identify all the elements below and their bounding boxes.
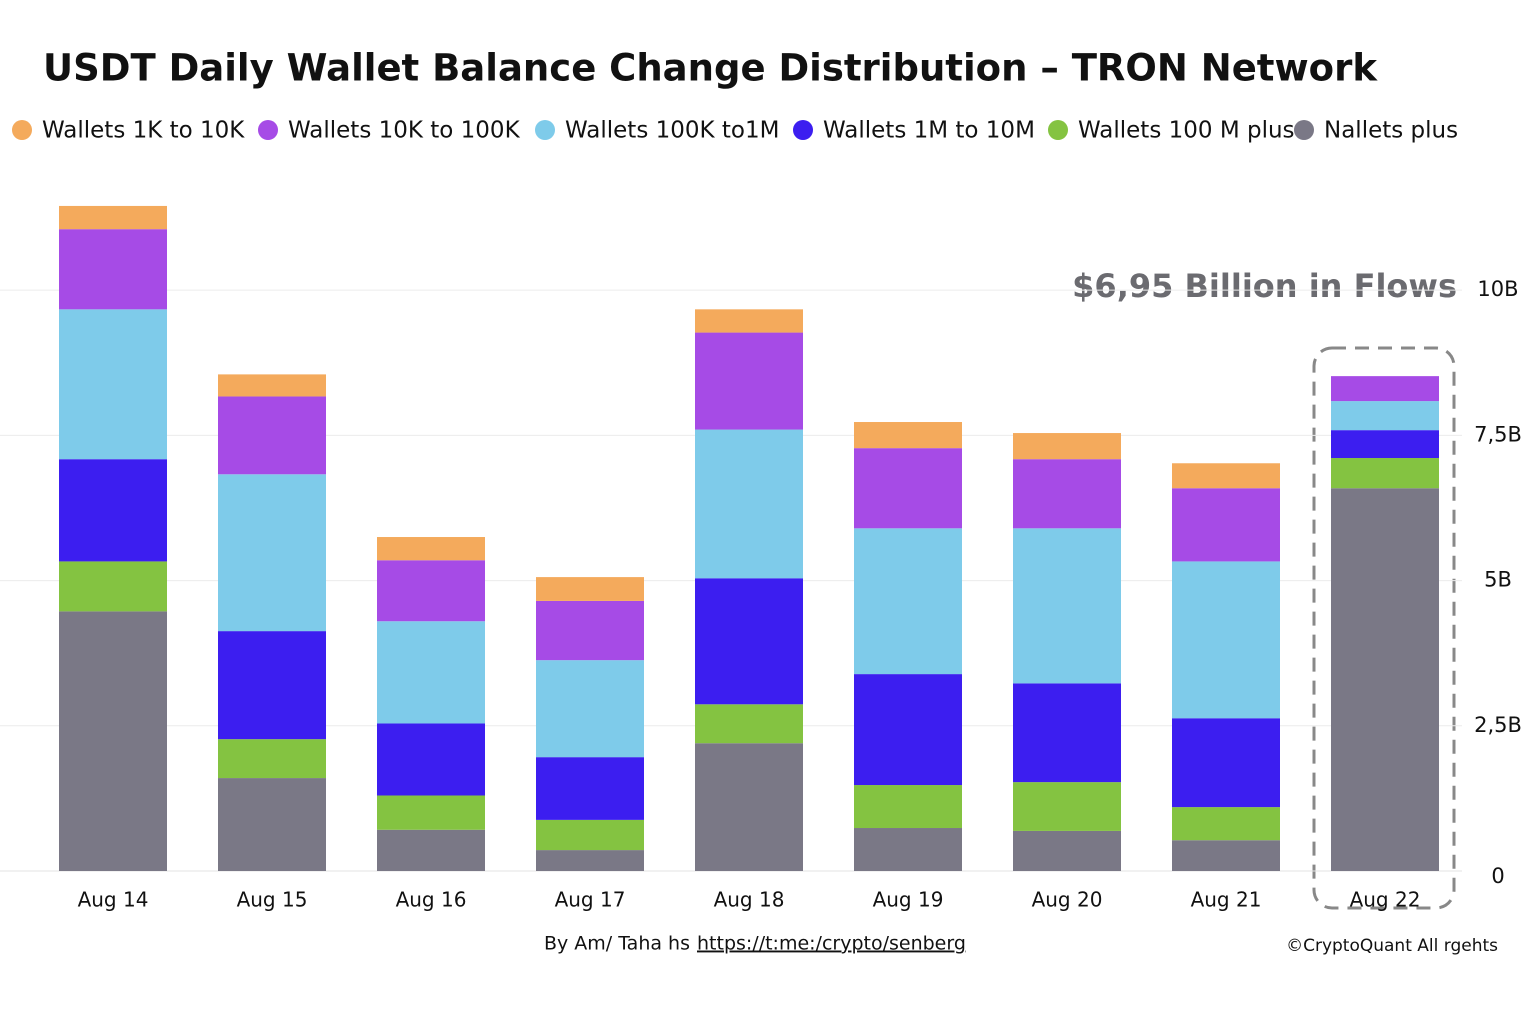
legend-label: Wallets 100 M plus — [1078, 118, 1295, 144]
bar-segment — [1331, 458, 1439, 489]
bar-segment — [854, 674, 962, 786]
bar-segment — [536, 600, 644, 661]
bar-segment — [218, 396, 326, 475]
bar-segment — [1172, 807, 1280, 841]
bar-segment — [695, 309, 803, 333]
legend-label: Nallets plus — [1324, 118, 1458, 144]
legend-marker — [12, 120, 32, 140]
bar-segment — [536, 819, 644, 851]
legend-marker — [1294, 120, 1314, 140]
y-tick-label: 0 — [1491, 864, 1504, 888]
x-tick-label: Aug 18 — [714, 888, 785, 912]
bar-segment — [854, 785, 962, 829]
bar-segment — [536, 850, 644, 871]
legend-label: Wallets 10K to 100K — [288, 118, 521, 144]
bar-segment — [854, 528, 962, 675]
bar-segment — [1013, 459, 1121, 529]
bar-segment — [695, 743, 803, 871]
bar-segment — [59, 459, 167, 562]
bar-segment — [1172, 488, 1280, 562]
legend-label: Wallets 1M to 10M — [823, 118, 1035, 144]
bar-segment — [854, 448, 962, 529]
bar-segment — [1013, 433, 1121, 460]
y-tick-label: 10B — [1477, 277, 1518, 301]
x-tick-label: Aug 15 — [237, 888, 308, 912]
bar-segment — [218, 474, 326, 632]
x-tick-label: Aug 20 — [1032, 888, 1103, 912]
bar-segment — [218, 631, 326, 740]
y-tick-label: 5B — [1484, 568, 1512, 592]
link[interactable]: https://t:me:/crypto/senberg — [697, 933, 966, 955]
x-tick-label: Aug 22 — [1350, 888, 1421, 912]
bar-segment — [218, 778, 326, 871]
bar-segment — [59, 205, 167, 230]
bar-segment — [854, 828, 962, 871]
bar-segment — [1013, 683, 1121, 783]
bar-segment — [377, 560, 485, 622]
bar-segment — [854, 422, 962, 449]
bar-segment — [59, 229, 167, 310]
bar-segment — [1013, 528, 1121, 684]
chart-title: USDT Daily Wallet Balance Change Distrib… — [43, 47, 1378, 90]
bar-segment — [377, 829, 485, 871]
legend-marker — [1048, 120, 1068, 140]
x-tick-label: Aug 19 — [873, 888, 944, 912]
bar-segment — [695, 578, 803, 705]
bar-segment — [218, 739, 326, 779]
highlight-box — [1312, 346, 1456, 910]
bar-segment — [377, 621, 485, 724]
bar-segment — [59, 611, 167, 871]
credit: By Am/ Taha hs — [544, 933, 690, 955]
legend-marker — [793, 120, 813, 140]
y-tick-label: 7,5B — [1474, 422, 1522, 446]
bar-segment — [1331, 488, 1439, 871]
bar-segment — [218, 374, 326, 397]
bar-segment — [1331, 401, 1439, 431]
y-tick-label: 2,5B — [1474, 713, 1522, 737]
bar-segment — [1331, 430, 1439, 459]
bar-segment — [59, 309, 167, 460]
bar-segment — [536, 757, 644, 820]
bar-segment — [377, 537, 485, 561]
bar-segment — [1172, 840, 1280, 871]
copyright: ©CryptoQuant All rgehts — [1286, 936, 1498, 956]
legend-marker — [535, 120, 555, 140]
legend-marker — [258, 120, 278, 140]
x-tick-label: Aug 14 — [78, 888, 149, 912]
bar-segment — [1172, 561, 1280, 719]
annotation: $6,95 Billion in Flows — [1072, 267, 1457, 305]
bar-segment — [1013, 782, 1121, 831]
bar-segment — [695, 429, 803, 579]
bar-segment — [1172, 718, 1280, 808]
bar-segment — [377, 795, 485, 830]
bar-segment — [1172, 463, 1280, 489]
bar-segment — [377, 723, 485, 796]
bar-segment — [1331, 376, 1439, 402]
bar-segment — [695, 704, 803, 744]
bar-segment — [59, 561, 167, 612]
bar-segment — [1013, 830, 1121, 871]
x-tick-label: Aug 17 — [555, 888, 626, 912]
bar-segment — [695, 332, 803, 430]
bar-segment — [536, 577, 644, 601]
x-tick-label: Aug 16 — [396, 888, 467, 912]
legend-label: Wallets 100K to1M — [565, 118, 779, 144]
x-tick-label: Aug 21 — [1191, 888, 1262, 912]
legend-label: Wallets 1K to 10K — [42, 118, 245, 144]
bar-segment — [536, 660, 644, 758]
